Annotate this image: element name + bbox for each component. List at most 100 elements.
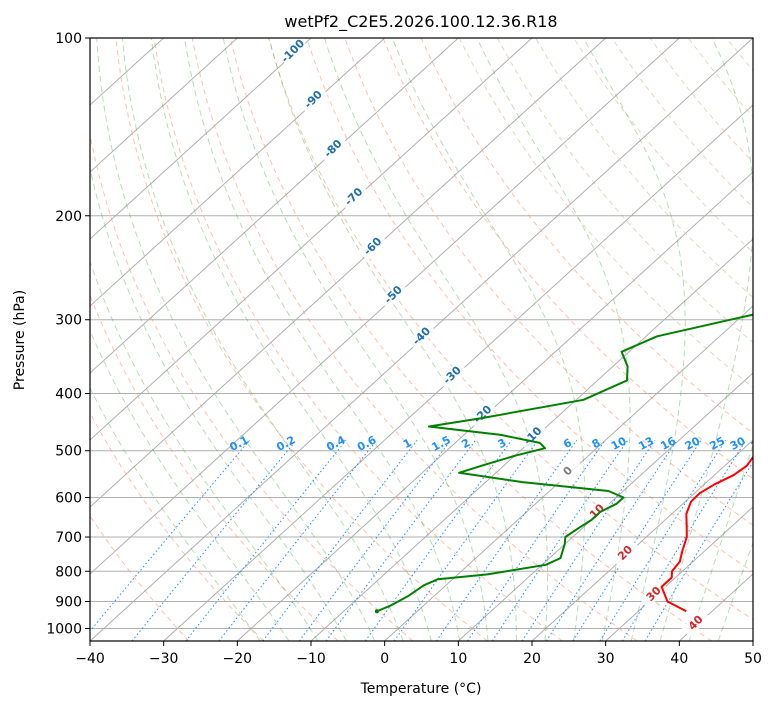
mixing-ratio-label: 16 xyxy=(658,434,678,453)
isotherm-label-background xyxy=(468,399,498,429)
x-tick-label: 20 xyxy=(523,651,541,667)
dry-adiabat-line xyxy=(765,38,775,641)
mixing-ratio-line xyxy=(545,440,678,641)
isotherm-line xyxy=(236,171,753,641)
isotherm-line xyxy=(752,640,753,641)
y-tick-label: 100 xyxy=(55,31,82,47)
isotherm-label-background xyxy=(610,538,640,568)
isotherm-line xyxy=(90,38,386,307)
moist-adiabat-line xyxy=(659,38,753,641)
moist-adiabat-line xyxy=(222,38,489,641)
isotherm-label-background xyxy=(681,608,711,638)
mixing-ratio-line xyxy=(218,439,378,641)
y-axis: 100 200 300 400 500 600 700 800 900 1000 xyxy=(46,31,90,637)
x-tick-label: 50 xyxy=(744,651,762,667)
mixing-ratio-label: 25 xyxy=(707,434,727,453)
dewpoint-line xyxy=(376,313,753,613)
dry-adiabat-line xyxy=(191,38,638,641)
isotherm-label-background xyxy=(298,85,328,115)
y-tick-label: 300 xyxy=(55,313,82,329)
moist-adiabat-line xyxy=(96,38,376,641)
isotherm-line xyxy=(90,38,312,240)
y-tick-label: 800 xyxy=(55,564,82,580)
isotherm-line xyxy=(90,38,459,374)
isotherm-line xyxy=(90,38,238,173)
moist-adiabat-line xyxy=(324,38,548,641)
y-tick-label: 600 xyxy=(55,490,82,506)
isotherm-label-background xyxy=(378,280,408,310)
y-tick-label: 900 xyxy=(55,594,82,610)
dry-adiabat-line xyxy=(90,514,190,641)
mixing-ratio-line xyxy=(90,439,250,632)
moist-adiabat-line xyxy=(121,38,404,641)
isotherm-line xyxy=(310,238,753,641)
isotherm-line xyxy=(457,372,753,641)
mixing-ratio-label: 20 xyxy=(683,434,703,453)
data-series xyxy=(374,313,753,614)
dry-adiabat-line xyxy=(153,38,563,641)
mixing-ratio-label: 36 xyxy=(749,434,769,453)
isotherm-label-background xyxy=(582,496,612,526)
mixing-ratio-line xyxy=(644,461,753,641)
mixing-ratio-label: 10 xyxy=(609,434,629,453)
isotherm-label-background xyxy=(318,134,348,164)
moist-adiabat-line xyxy=(268,38,517,641)
background-lines xyxy=(90,38,775,641)
mixing-ratio-line xyxy=(436,440,578,641)
plot-frame xyxy=(89,37,754,642)
moist-adiabat-line xyxy=(90,260,319,641)
moist-adiabat-line xyxy=(391,38,586,641)
isotherm-line xyxy=(531,439,753,641)
mixing-ratio-line xyxy=(572,440,702,641)
y-axis-title: Pressure (hPa) xyxy=(12,290,28,390)
y-tick-label: 500 xyxy=(55,444,82,460)
dry-adiabat-line xyxy=(496,38,753,344)
mixing-ratio-label: 13 xyxy=(636,434,656,453)
mixing-ratio-line xyxy=(131,439,297,641)
mixing-ratio-label: 30 xyxy=(728,434,748,453)
dewpoint-start-marker xyxy=(374,609,379,614)
y-tick-label: 200 xyxy=(55,209,82,225)
y-tick-label: 700 xyxy=(55,530,82,546)
isotherm-line xyxy=(605,506,753,641)
isotherm-label-background xyxy=(407,321,437,351)
dry-adiabat-line xyxy=(458,38,753,389)
isotherm-label-group: 0 xyxy=(553,456,583,486)
moist-adiabat-line xyxy=(90,329,290,641)
x-tick-label: −40 xyxy=(75,651,105,667)
isotherm-line xyxy=(90,38,533,441)
isotherm-label-background xyxy=(518,421,548,451)
x-tick-label: 40 xyxy=(670,651,688,667)
mixing-ratio-line xyxy=(364,439,512,641)
dry-adiabat-line xyxy=(90,132,414,641)
moist-adiabat-line xyxy=(476,38,631,641)
chart-title: wetPf2_C2E5.2026.100.12.36.R18 xyxy=(284,12,557,32)
mixing-ratio-line xyxy=(298,439,452,641)
moist-adiabat-line xyxy=(717,541,753,641)
isotherm-label-background xyxy=(358,231,388,261)
mixing-ratio-line xyxy=(491,440,629,641)
x-axis-title: Temperature (°C) xyxy=(360,681,482,697)
moist-adiabat-line xyxy=(90,386,261,641)
isotherm-line xyxy=(90,38,607,508)
mixing-ratio-line xyxy=(467,440,606,641)
moist-adiabat-line xyxy=(184,38,461,641)
isotherm-label-background xyxy=(437,360,467,390)
x-axis: −40 −30 −20 −10 0 10 20 30 40 50 xyxy=(75,641,762,667)
y-tick-label: 1000 xyxy=(46,621,82,637)
mixing-ratio-line xyxy=(621,440,747,641)
y-tick-label: 400 xyxy=(55,387,82,403)
x-tick-label: −30 xyxy=(149,651,179,667)
dry-adiabat-line xyxy=(90,293,339,641)
temperature-line xyxy=(660,455,753,613)
moist-adiabat-line xyxy=(688,443,753,641)
isotherm-line xyxy=(90,38,680,575)
dry-adiabat-line xyxy=(344,38,753,526)
mixing-ratio-line xyxy=(521,440,656,641)
mixing-ratio-line xyxy=(185,439,347,641)
x-tick-label: 10 xyxy=(449,651,467,667)
dry-adiabat-line xyxy=(115,38,488,641)
isotherm-label-background xyxy=(553,456,583,486)
isotherm-line xyxy=(384,305,753,641)
